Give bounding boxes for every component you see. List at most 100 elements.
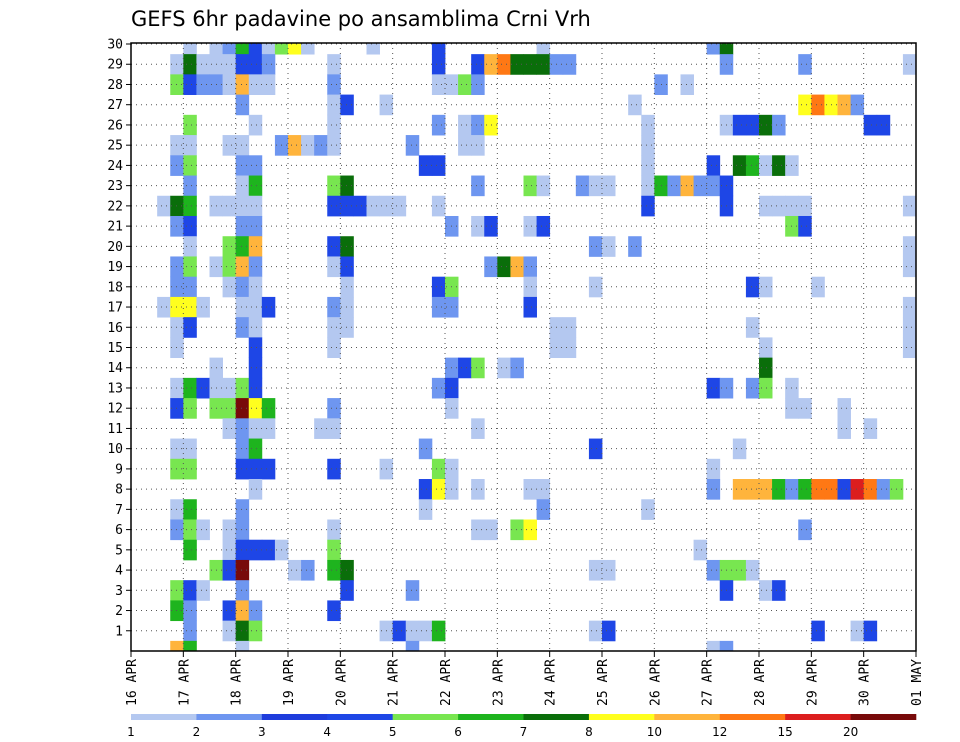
y-tick-label: 8 (115, 483, 123, 498)
heatmap-cell (811, 479, 825, 500)
heatmap-cell (183, 317, 197, 338)
heatmap-cell (772, 195, 786, 217)
heatmap-cell (641, 499, 655, 520)
heatmap-cell (484, 114, 498, 136)
heatmap-cell (248, 236, 263, 257)
heatmap-cell (471, 114, 485, 136)
heatmap-cell (798, 519, 812, 541)
heatmap-cell (575, 175, 590, 197)
heatmap-cell (798, 195, 812, 217)
heatmap-cell (340, 276, 354, 298)
heatmap-cell (196, 54, 210, 75)
heatmap-cell (327, 135, 341, 156)
heatmap-cell (431, 276, 446, 298)
heatmap-cell (301, 135, 315, 156)
heatmap-cell (340, 580, 354, 601)
heatmap-cell (471, 175, 485, 197)
x-tick-label: 30 APR (858, 659, 873, 706)
heatmap-cell (431, 620, 446, 642)
heatmap-cell (235, 43, 250, 55)
heatmap-cell (235, 215, 250, 237)
heatmap-cell (562, 337, 577, 359)
heatmap-cell (196, 74, 210, 95)
heatmap-cell (706, 155, 721, 176)
heatmap-cell (340, 559, 354, 581)
heatmap-cell (523, 519, 537, 541)
heatmap-cell (759, 337, 773, 359)
y-tick-label: 4 (115, 564, 123, 579)
heatmap-cell (340, 256, 354, 278)
heatmap-cell (458, 114, 472, 136)
heatmap-cell (235, 519, 250, 541)
heatmap-cell (418, 620, 433, 642)
heatmap-cell (902, 195, 917, 217)
heatmap-cell (183, 276, 197, 298)
y-tick-label: 10 (107, 442, 123, 457)
heatmap-cell (458, 135, 472, 156)
heatmap-cell (222, 195, 237, 217)
heatmap-cell (471, 418, 485, 439)
heatmap-cell (759, 479, 773, 500)
heatmap-cell (706, 458, 721, 480)
x-tick-label: 27 APR (701, 659, 716, 706)
y-tick-label: 6 (115, 523, 123, 538)
heatmap-cell (157, 195, 171, 217)
heatmap-cell (183, 195, 197, 217)
heatmap-cell (811, 94, 825, 116)
legend-swatch (719, 714, 786, 720)
heatmap-cell (288, 43, 302, 55)
heatmap-cell (183, 398, 197, 419)
heatmap-cell (248, 357, 263, 379)
heatmap-cell (680, 175, 694, 197)
heatmap-cell (222, 377, 237, 399)
heatmap-cell (327, 600, 341, 622)
heatmap-cell (405, 580, 420, 601)
y-tick-label: 3 (115, 584, 123, 599)
heatmap-cell (248, 458, 263, 480)
heatmap-cell (183, 580, 197, 601)
heatmap-cell (562, 54, 577, 75)
heatmap-cell (327, 94, 341, 116)
heatmap-cell (235, 398, 250, 419)
x-tick-label: 20 APR (334, 659, 349, 706)
heatmap-cell (745, 559, 760, 581)
heatmap-cell (772, 479, 786, 500)
heatmap-cell (798, 54, 812, 75)
heatmap-cell (183, 236, 197, 257)
y-tick-label: 18 (107, 280, 123, 295)
heatmap-cell (706, 43, 721, 55)
heatmap-cell (222, 54, 237, 75)
heatmap-cell (327, 337, 341, 359)
legend-label: 8 (585, 725, 593, 739)
heatmap-cell (235, 94, 250, 116)
heatmap-cell (183, 256, 197, 278)
heatmap-cell (222, 74, 237, 95)
heatmap-cell (261, 74, 276, 95)
heatmap-cell (811, 620, 825, 642)
heatmap-cell (876, 479, 891, 500)
heatmap-cell (497, 357, 511, 379)
heatmap-cell (301, 559, 315, 581)
x-tick-label: 25 APR (596, 659, 611, 706)
legend-swatch (654, 714, 721, 720)
heatmap-cell (183, 377, 197, 399)
x-tick-label: 21 APR (387, 659, 402, 706)
x-tick-label: 17 APR (177, 659, 192, 706)
heatmap-cell (183, 54, 197, 75)
heatmap-cell (431, 114, 446, 136)
heatmap-cell (745, 377, 760, 399)
heatmap-cell (641, 175, 655, 197)
legend-swatch (392, 714, 459, 720)
heatmap-cell (484, 519, 498, 541)
y-tick-label: 25 (107, 139, 123, 154)
heatmap-cell (706, 377, 721, 399)
heatmap-cell (837, 479, 851, 500)
x-tick-label: 18 APR (230, 659, 245, 706)
heatmap-cell (235, 377, 250, 399)
heatmap-cell (732, 479, 747, 500)
heatmap-cell (405, 640, 420, 652)
heatmap-cell (497, 256, 511, 278)
heatmap-cell (484, 256, 498, 278)
heatmap-cell (588, 559, 603, 581)
